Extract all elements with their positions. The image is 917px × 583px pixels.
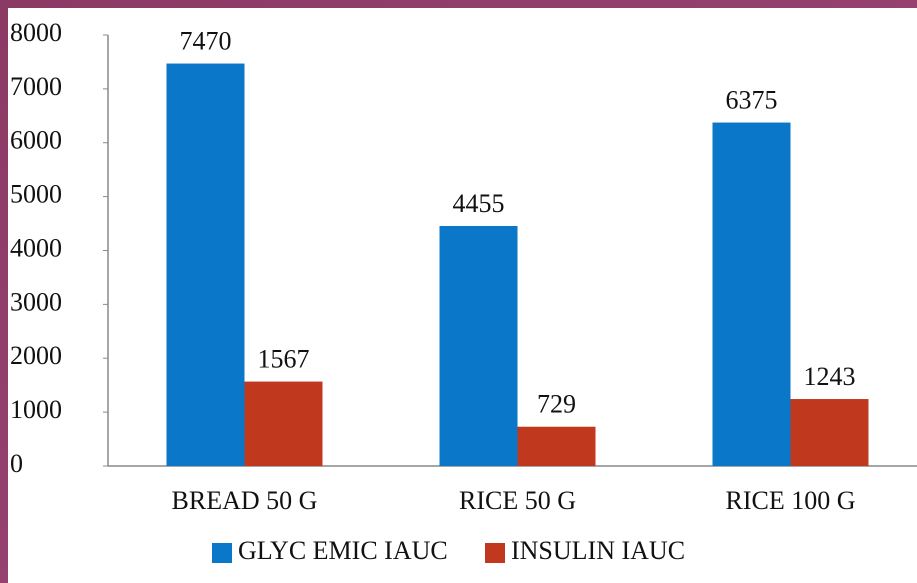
bar <box>166 63 245 467</box>
x-tick-label: RICE 50 G <box>459 486 576 515</box>
x-tick-label: BREAD 50 G <box>172 486 318 515</box>
data-label: 729 <box>537 390 576 419</box>
data-label: 1567 <box>258 345 310 374</box>
x-tick-label: RICE 100 G <box>726 486 856 515</box>
y-tick-label: 6000 <box>10 126 62 155</box>
legend-label: INSULIN IAUC <box>511 536 685 565</box>
y-tick-label: 1000 <box>10 395 62 424</box>
y-tick-label: 2000 <box>10 341 62 370</box>
bar <box>517 426 596 466</box>
bar <box>790 399 869 466</box>
data-label: 4455 <box>453 189 505 218</box>
bar <box>712 122 791 466</box>
data-label: 7470 <box>180 27 232 56</box>
bar <box>439 225 518 466</box>
y-tick-label: 7000 <box>10 72 62 101</box>
y-tick-label: 8000 <box>10 18 62 47</box>
y-tick-label: 5000 <box>10 180 62 209</box>
y-tick-label: 3000 <box>10 287 62 316</box>
legend-swatch <box>485 543 505 563</box>
bar <box>244 381 323 466</box>
y-tick-label: 4000 <box>10 233 62 262</box>
data-label: 6375 <box>726 86 778 115</box>
data-label: 1243 <box>804 362 856 391</box>
legend-label: GLYC EMIC IAUC <box>238 536 448 565</box>
legend-swatch <box>212 543 232 563</box>
y-tick-label: 0 <box>10 449 23 478</box>
